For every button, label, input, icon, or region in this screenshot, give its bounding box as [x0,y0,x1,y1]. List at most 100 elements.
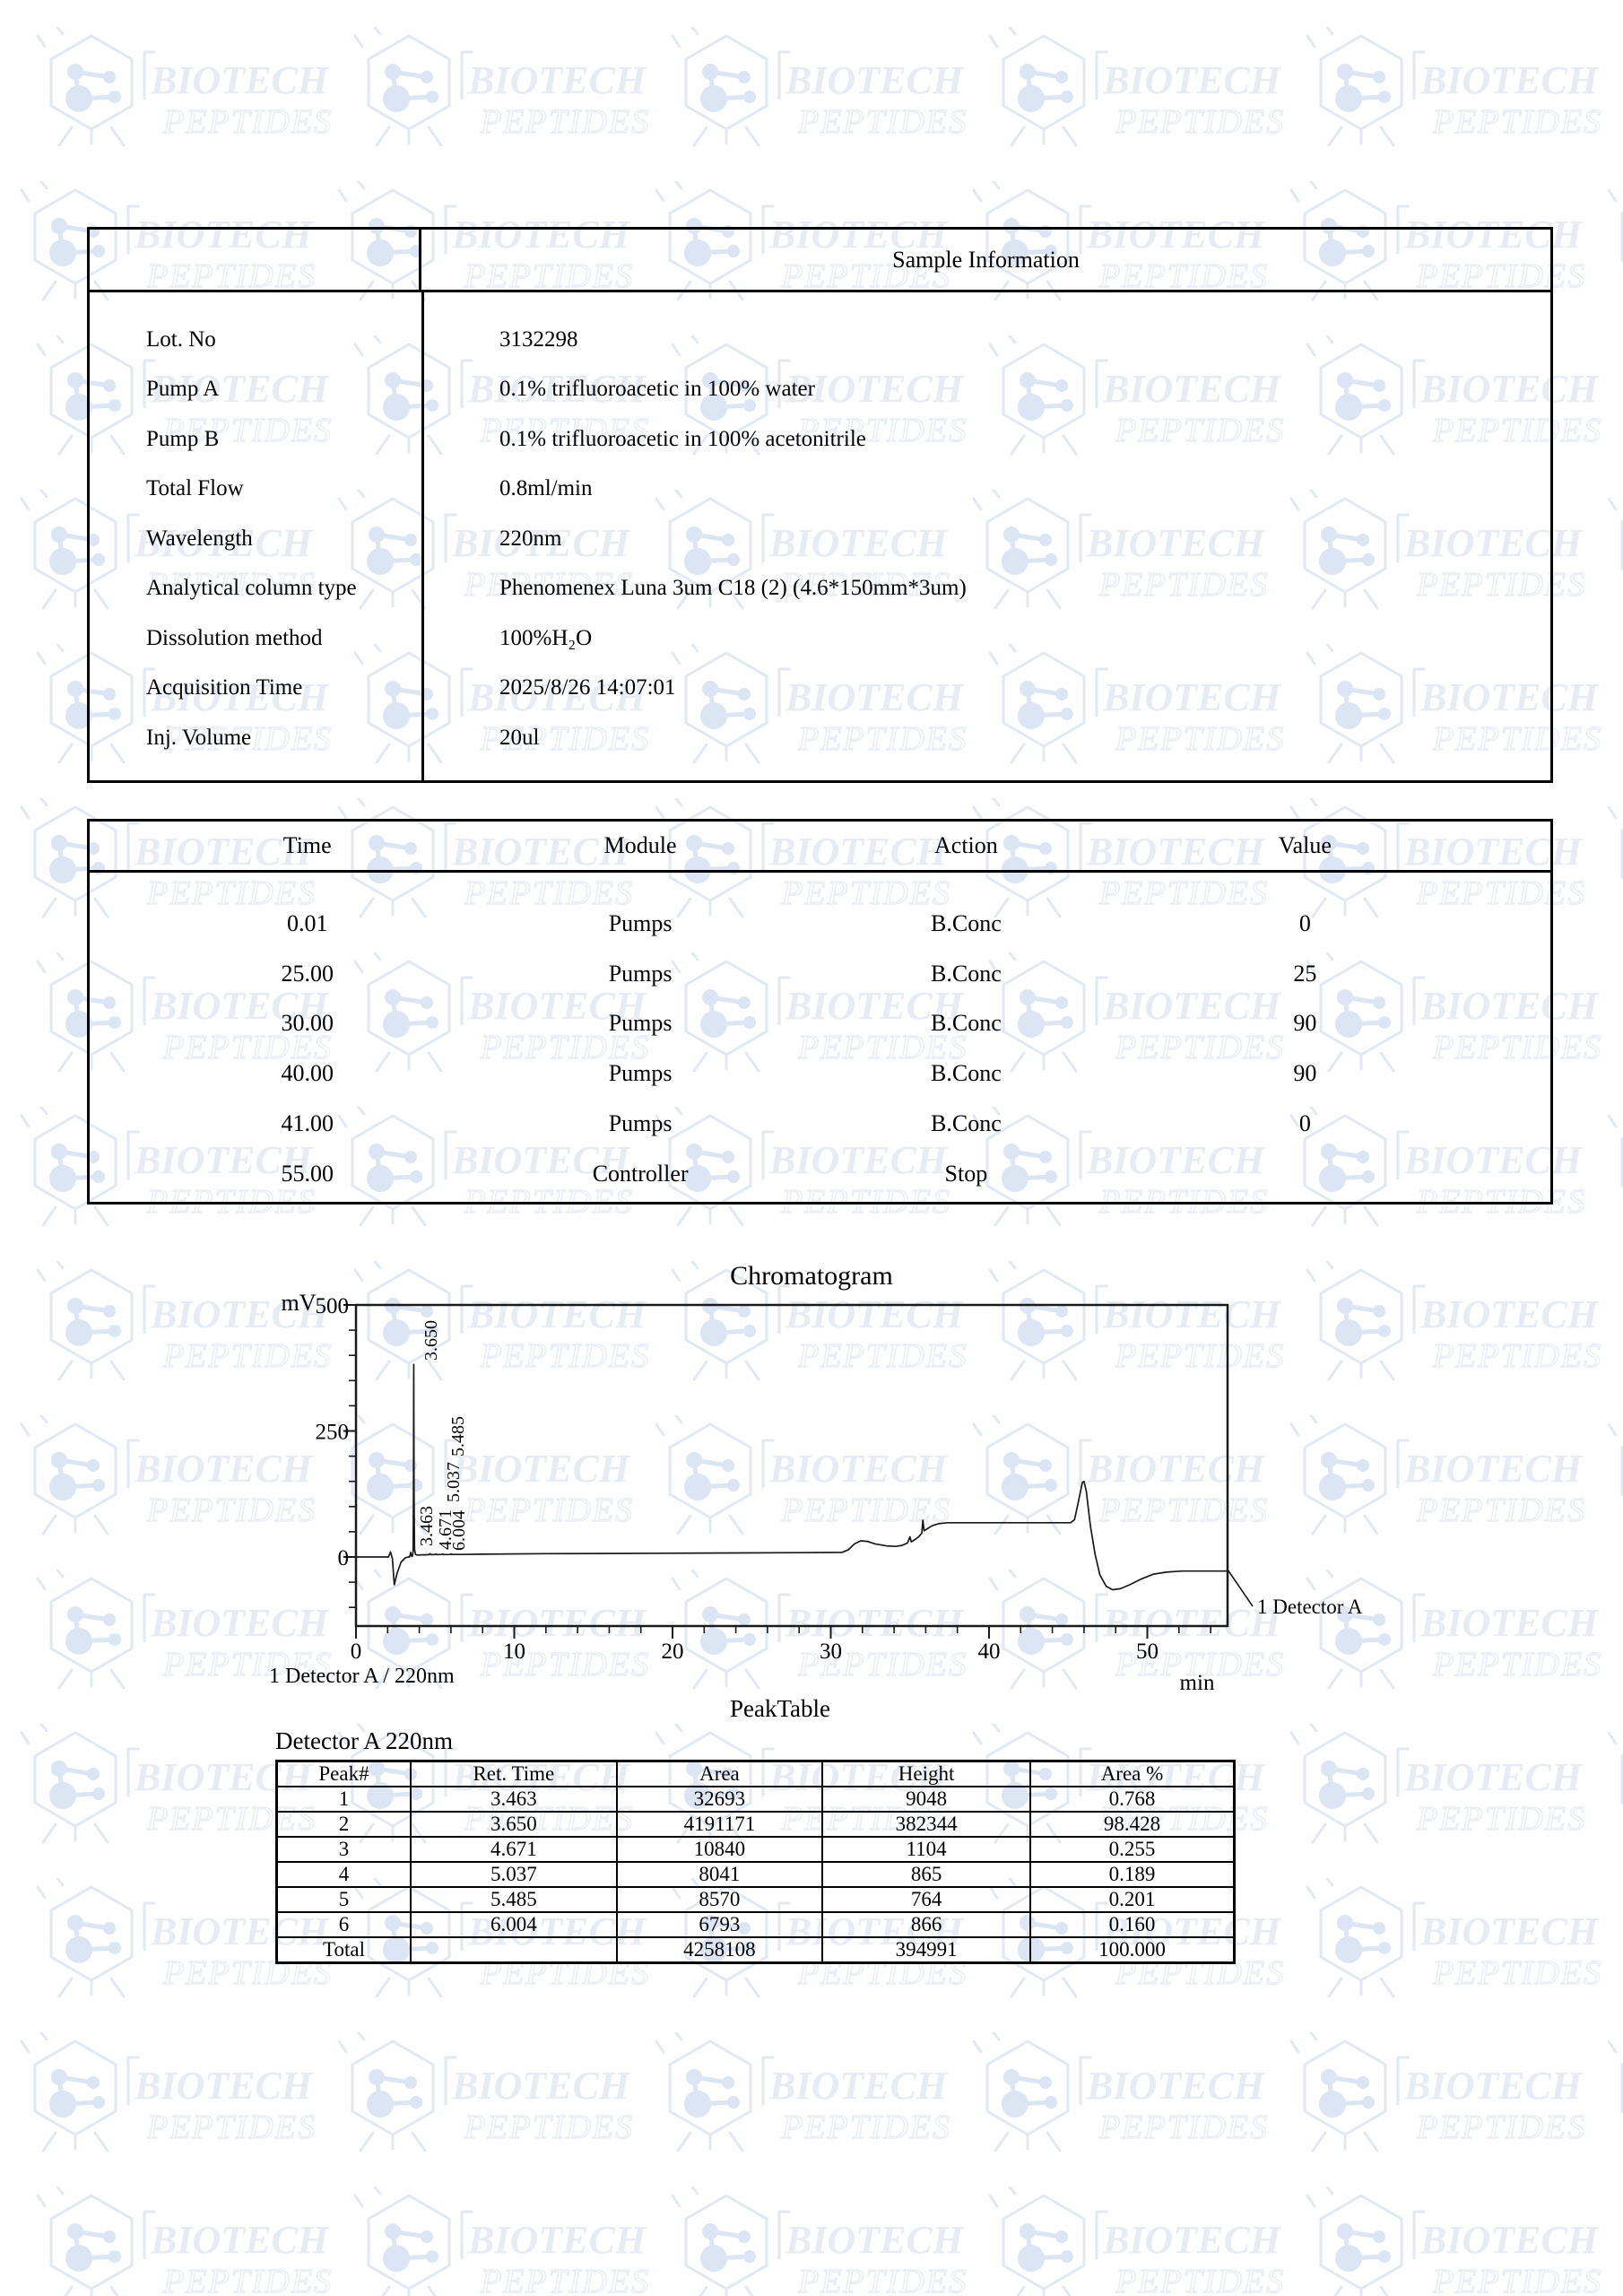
svg-text:PEPTIDES: PEPTIDES [781,2109,950,2146]
svg-text:BIOTECH: BIOTECH [1419,2218,1600,2262]
svg-text:PEPTIDES: PEPTIDES [781,566,950,604]
column-header: Peak# [275,1760,412,1787]
svg-text:PEPTIDES: PEPTIDES [162,720,332,758]
cell-value: 0 [1298,1110,1311,1137]
svg-text:PEPTIDES: PEPTIDES [480,2263,649,2296]
svg-text:PEPTIDES: PEPTIDES [146,874,316,912]
svg-text:BIOTECH: BIOTECH [134,213,314,257]
svg-text:PEPTIDES: PEPTIDES [1098,1492,1268,1529]
field-label: Dissolution method [146,625,323,650]
svg-text:BIOTECH: BIOTECH [451,1447,631,1491]
column-header: Area % [1028,1760,1236,1787]
svg-text:BIOTECH: BIOTECH [451,521,631,565]
svg-text:BIOTECH: BIOTECH [451,1138,631,1182]
cell-time: 41.00 [281,1110,334,1137]
svg-text:BIOTECH: BIOTECH [1102,58,1282,102]
svg-text:PEPTIDES: PEPTIDES [1432,103,1601,141]
cell: 98.428 [1028,1811,1236,1838]
cell-action: B.Conc [931,1060,1002,1087]
cell: 8570 [615,1886,824,1913]
svg-text:PEPTIDES: PEPTIDES [1416,874,1585,912]
svg-text:PEPTIDES: PEPTIDES [1416,1492,1585,1529]
field-value: 20ul [499,725,540,750]
sample-info-row: Wavelength 220nm [90,514,1550,564]
cell: 0.255 [1028,1836,1236,1863]
svg-text:BIOTECH: BIOTECH [134,521,314,565]
cell: 8041 [615,1861,824,1888]
svg-text:BIOTECH: BIOTECH [768,830,949,874]
svg-text:PEPTIDES: PEPTIDES [797,1646,967,1683]
cell-action: B.Conc [931,960,1002,987]
column-header: Module [603,832,677,858]
detector-label: 1 Detector A [1257,1596,1363,1618]
svg-text:BIOTECH: BIOTECH [768,521,949,565]
svg-text:PEPTIDES: PEPTIDES [464,566,633,604]
sample-information-title: Sample Information [892,246,1080,273]
svg-text:BIOTECH: BIOTECH [134,2064,314,2108]
svg-text:PEPTIDES: PEPTIDES [1432,1646,1601,1683]
cell: 100.000 [1028,1936,1236,1964]
table-row: 4 5.037 8041 865 0.189 [275,1861,1236,1888]
svg-text:BIOTECH: BIOTECH [451,830,631,874]
cell-action: B.Conc [931,909,1002,936]
svg-text:BIOTECH: BIOTECH [785,58,965,102]
sample-info-row: Acquisition Time 2025/8/26 14:07:01 [90,664,1550,714]
column-header: Ret. Time [410,1760,618,1787]
cell-value: 90 [1293,1060,1317,1087]
table-row: 41.00 Pumps B.Conc 0 [90,1099,1550,1149]
svg-text:BIOTECH: BIOTECH [1419,1909,1600,1953]
cell-module: Pumps [608,1010,673,1037]
svg-text:PEPTIDES: PEPTIDES [1115,1337,1284,1375]
table-row: 30.00 Pumps B.Conc 90 [90,999,1550,1049]
sample-info-row: Total Flow 0.8ml/min [90,465,1550,515]
svg-text:PEPTIDES: PEPTIDES [480,1646,649,1683]
svg-text:PEPTIDES: PEPTIDES [1115,2263,1284,2296]
svg-text:PEPTIDES: PEPTIDES [1098,566,1268,604]
svg-text:PEPTIDES: PEPTIDES [1432,1029,1601,1066]
table-row: 3 4.671 10840 1104 0.255 [275,1836,1236,1863]
chart-title: Chromatogram [730,1261,893,1291]
svg-text:PEPTIDES: PEPTIDES [464,874,633,912]
svg-text:BIOTECH: BIOTECH [1086,1138,1266,1182]
cell: 4.671 [410,1836,618,1863]
svg-text:PEPTIDES: PEPTIDES [146,566,316,604]
svg-text:PEPTIDES: PEPTIDES [797,720,967,758]
sample-info-row: Pump B 0.1% trifluoroacetic in 100% acet… [90,414,1550,465]
svg-text:BIOTECH: BIOTECH [467,675,647,719]
peak-retention-label: 3.650 [421,1320,441,1361]
cell-module: Pumps [608,960,673,987]
svg-text:BIOTECH: BIOTECH [768,213,949,257]
svg-text:BIOTECH: BIOTECH [467,1292,647,1336]
svg-text:BIOTECH: BIOTECH [768,1138,949,1182]
field-value: 3132298 [499,326,578,352]
table-row: 40.00 Pumps B.Conc 90 [90,1048,1550,1099]
sample-info-row: Analytical column type Phenomenex Luna 3… [90,564,1550,614]
table-row: 55.00 Controller Stop [90,1149,1550,1199]
column-header: Area [615,1760,824,1787]
svg-text:BIOTECH: BIOTECH [1403,213,1584,257]
svg-text:PEPTIDES: PEPTIDES [162,412,332,449]
svg-text:PEPTIDES: PEPTIDES [480,103,649,141]
column-header: Action [934,832,998,858]
peak-table-subtitle: Detector A 220nm [275,1727,453,1754]
cell: 0.160 [1028,1911,1236,1938]
